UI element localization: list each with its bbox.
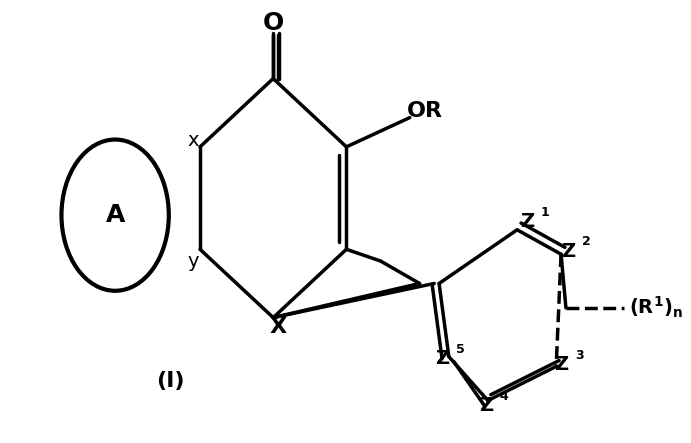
Text: Z: Z (554, 355, 568, 374)
Text: X: X (269, 317, 287, 338)
Text: x: x (187, 131, 199, 150)
Text: 5: 5 (455, 343, 464, 356)
Text: OR: OR (406, 101, 442, 121)
Text: Z: Z (520, 213, 534, 232)
Text: A: A (106, 203, 125, 227)
Text: (I): (I) (156, 371, 185, 391)
Text: 2: 2 (582, 235, 590, 249)
Text: 3: 3 (575, 349, 583, 361)
Text: Z: Z (435, 349, 449, 368)
Text: 1: 1 (540, 206, 549, 219)
Text: 4: 4 (500, 389, 509, 403)
Text: Z: Z (479, 396, 493, 415)
Text: Z: Z (561, 242, 575, 261)
Text: y: y (187, 252, 199, 271)
Text: $\mathbf{(R^1)_n}$: $\mathbf{(R^1)_n}$ (630, 295, 683, 320)
Text: O: O (263, 11, 284, 35)
